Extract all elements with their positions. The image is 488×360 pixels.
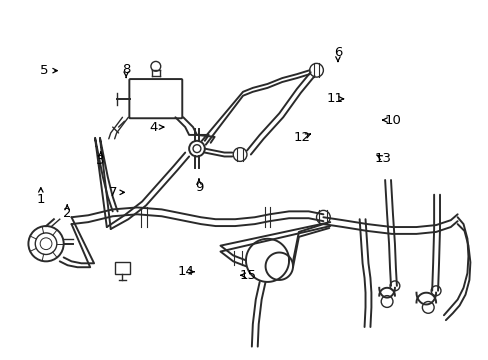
Text: 6: 6 [333,46,342,59]
Text: 3: 3 [96,154,105,167]
Text: 10: 10 [384,113,401,126]
Text: 8: 8 [122,63,130,76]
Text: 11: 11 [325,93,343,105]
Text: 1: 1 [37,193,45,206]
Text: 15: 15 [239,269,256,282]
Bar [114,262,130,274]
Text: 5: 5 [40,64,48,77]
Text: 2: 2 [63,207,71,220]
Text: 9: 9 [194,181,203,194]
Text: 14: 14 [177,265,194,278]
Text: 4: 4 [149,121,157,134]
Text: 12: 12 [293,131,310,144]
Text: 13: 13 [374,152,391,165]
Text: 7: 7 [108,186,117,199]
